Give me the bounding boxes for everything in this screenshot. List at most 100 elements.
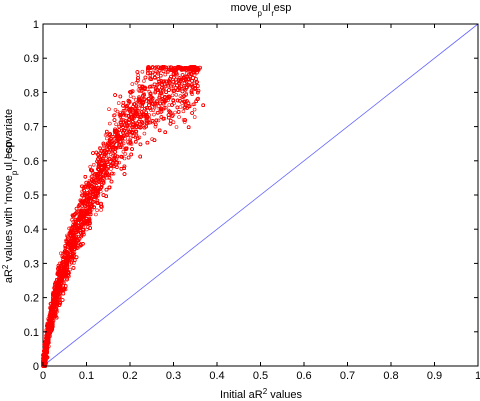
scatter-point — [128, 136, 133, 141]
scatter-point — [165, 67, 170, 72]
scatter-point — [130, 119, 134, 123]
scatter-point — [112, 136, 117, 141]
scatter-point — [59, 251, 63, 256]
scatter-point — [201, 103, 205, 107]
scatter-point — [111, 171, 116, 176]
scatter-point — [98, 146, 102, 150]
scatter-point — [180, 89, 185, 94]
scatter-points — [41, 65, 205, 368]
scatter-point — [173, 86, 178, 90]
scatter-point — [80, 189, 84, 194]
scatter-point — [163, 72, 168, 77]
scatter-point — [189, 83, 194, 87]
plot-area: 0 0.1 0.2 0.3 0.4 0.5 0.6 0.7 0.8 0.9 100.10.20.30… — [24, 19, 480, 382]
scatter-point — [174, 93, 178, 97]
scatter-point — [90, 174, 94, 178]
scatter-point — [105, 129, 109, 134]
scatter-point — [148, 73, 153, 77]
reference-line-layer — [42, 23, 479, 367]
scatter-point — [112, 113, 116, 118]
scatter-point — [170, 93, 175, 98]
scatter-point — [158, 97, 163, 102]
scatter-point — [94, 212, 98, 217]
reference-line — [42, 23, 479, 367]
scatter-point — [148, 120, 152, 125]
scatter-point — [174, 125, 179, 129]
scatter-point — [71, 220, 76, 224]
scatter-point — [67, 262, 72, 267]
scatter-point — [67, 226, 71, 231]
scatter-point — [194, 81, 199, 85]
scatter-point — [108, 121, 112, 126]
scatter-point — [166, 98, 170, 103]
scatter-point — [169, 86, 174, 90]
scatter-point — [138, 142, 143, 147]
scatter-point — [156, 118, 161, 123]
scatter-point — [117, 160, 121, 165]
scatter-point — [126, 155, 131, 160]
scatter-point — [178, 94, 183, 98]
scatter-point — [98, 146, 103, 151]
scatter-point — [177, 88, 182, 92]
scatter-point — [135, 112, 140, 117]
scatter-point — [142, 79, 146, 83]
title-subscript-1: p — [258, 9, 263, 18]
scatter-point — [136, 114, 140, 118]
scatter-point — [190, 92, 194, 96]
scatter-point — [120, 145, 125, 150]
scatter-point — [113, 153, 118, 158]
scatter-point — [181, 109, 186, 114]
scatter-point — [177, 115, 181, 119]
scatter-point — [118, 111, 123, 115]
scatter-point — [159, 73, 163, 78]
scatter-point — [145, 140, 150, 145]
scatter-point — [184, 92, 188, 96]
scatter-point — [151, 108, 155, 112]
scatter-point — [123, 119, 128, 123]
scatter-point — [142, 131, 147, 136]
scatter-point — [162, 86, 166, 91]
scatter-point — [121, 125, 125, 129]
scatter-point — [105, 136, 109, 141]
scatter-point — [192, 115, 197, 119]
scatter-point — [152, 105, 157, 110]
scatter-point — [127, 118, 131, 122]
scatter-point — [140, 69, 145, 74]
scatter-point — [171, 120, 176, 124]
scatter-point — [195, 70, 199, 75]
title-subscript-2: r — [271, 9, 274, 18]
scatter-point — [137, 89, 142, 93]
scatter-point — [96, 201, 100, 205]
scatter-point — [173, 110, 177, 115]
scatter-point — [95, 208, 99, 213]
scatter-point — [99, 208, 103, 212]
scatter-point — [147, 99, 151, 103]
scatter-point — [113, 93, 117, 97]
scatter-point — [153, 124, 158, 129]
scatter-point — [123, 152, 128, 156]
scatter-point — [107, 107, 111, 111]
scatter-point — [154, 101, 159, 106]
scatter-point — [181, 118, 186, 122]
scatter-point — [126, 133, 131, 138]
scatter-point — [91, 163, 96, 167]
scatter-point — [116, 101, 121, 105]
scatter-point — [115, 109, 120, 114]
scatter-point — [150, 120, 155, 125]
scatter-point — [123, 136, 127, 141]
scatter-point — [86, 225, 90, 229]
scatter-point — [130, 82, 135, 86]
scatter-point — [153, 102, 157, 106]
scatter-point — [167, 103, 172, 107]
scatter-point — [192, 107, 197, 112]
scatter-point — [189, 89, 194, 93]
scatter-point — [108, 157, 112, 161]
scatter-point — [128, 141, 133, 145]
scatter-point — [176, 88, 180, 92]
scatter-point — [88, 164, 92, 169]
scatter-point — [131, 95, 136, 100]
scatter-point — [121, 149, 126, 154]
title-middle: ul esp — [262, 2, 291, 14]
